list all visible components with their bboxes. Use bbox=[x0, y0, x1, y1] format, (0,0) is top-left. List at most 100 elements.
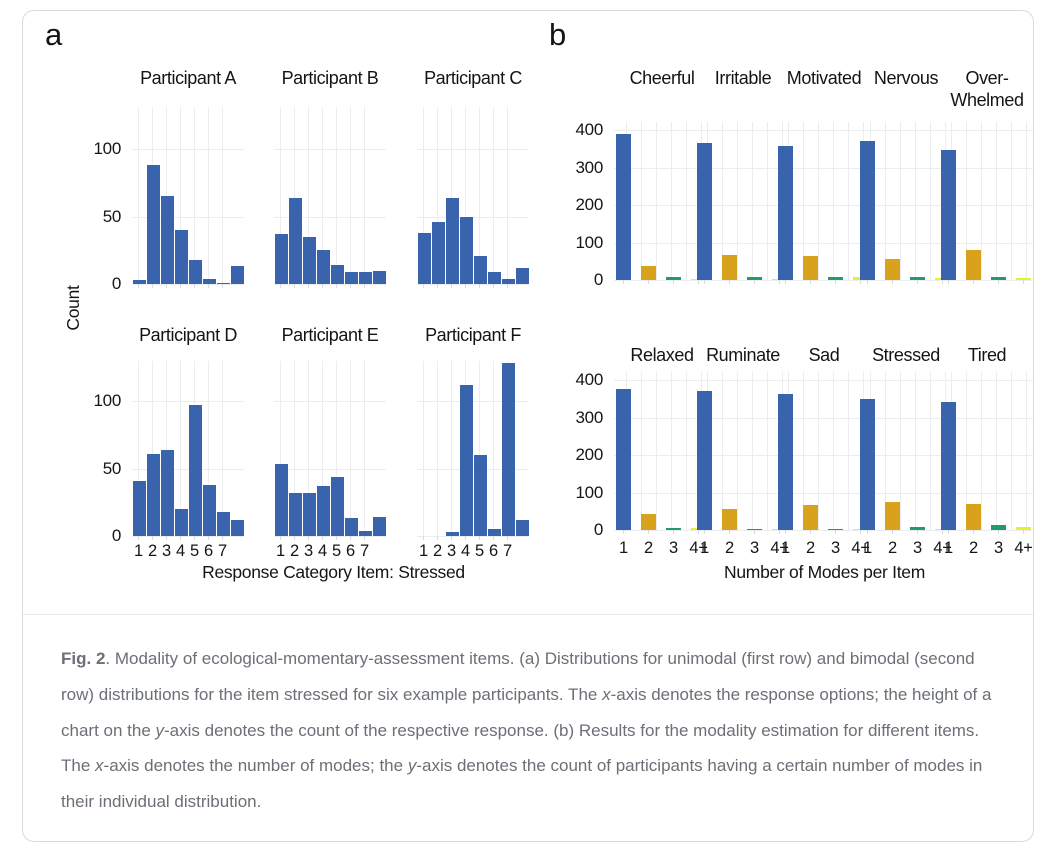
count-bar bbox=[991, 277, 1006, 280]
figure-caption: Fig. 2. Modality of ecological-momentary… bbox=[61, 641, 1005, 820]
gridline-v bbox=[437, 361, 438, 536]
x-tick-label: 7 bbox=[218, 542, 227, 560]
count-bar bbox=[828, 276, 843, 280]
axis-tick bbox=[364, 536, 365, 540]
gridline-v bbox=[966, 372, 967, 530]
axis-tick bbox=[673, 280, 674, 284]
chart-title-relaxed: Relaxed bbox=[592, 344, 732, 366]
x-tick-label: 1 bbox=[863, 539, 872, 557]
gridline-v bbox=[451, 361, 452, 536]
gridline-h bbox=[614, 417, 710, 419]
axis-tick bbox=[698, 530, 699, 534]
count-bar bbox=[910, 277, 925, 280]
count-bar bbox=[941, 149, 956, 280]
gridline-h bbox=[776, 455, 872, 456]
gridline-v bbox=[194, 107, 195, 284]
gridline-v bbox=[364, 107, 365, 284]
histogram-bar bbox=[445, 197, 459, 284]
x-tick-label: 3 bbox=[447, 542, 456, 560]
caption-italic-text: y bbox=[407, 756, 417, 776]
axis-tick bbox=[948, 280, 949, 284]
gridline-h bbox=[695, 205, 791, 206]
gridline-h bbox=[939, 130, 1035, 131]
gridline-h bbox=[776, 530, 872, 531]
gridline-v bbox=[280, 361, 281, 536]
x-tick-label: 7 bbox=[503, 542, 512, 560]
histogram-bar bbox=[288, 197, 302, 284]
gridline-v bbox=[451, 107, 452, 284]
gridline-v bbox=[322, 107, 323, 284]
chart-participant-f bbox=[417, 361, 529, 540]
chart-title-ruminate: Ruminate bbox=[673, 344, 813, 366]
chart-title-line: Sad bbox=[808, 345, 840, 365]
gridline-h bbox=[695, 280, 791, 281]
x-tick-label: 2 bbox=[725, 539, 734, 557]
x-tick-label: 3 bbox=[913, 539, 922, 557]
x-tick-label: 1 bbox=[944, 539, 953, 557]
axis-tick bbox=[860, 280, 861, 284]
count-bar bbox=[641, 265, 656, 280]
axis-tick bbox=[892, 280, 893, 284]
gridline-v bbox=[641, 122, 642, 280]
axis-tick bbox=[364, 284, 365, 288]
x-tick-label: 1 bbox=[419, 542, 428, 560]
axis-tick bbox=[860, 530, 861, 534]
axis-tick bbox=[308, 536, 309, 540]
figure-area: a b Count Response Category Item: Stress… bbox=[23, 11, 1035, 614]
axis-tick bbox=[835, 280, 836, 284]
axis-tick bbox=[465, 536, 466, 540]
gridline-v bbox=[767, 372, 768, 530]
axis-tick bbox=[423, 536, 424, 540]
gridline-h bbox=[614, 492, 710, 494]
gridline-h bbox=[132, 536, 244, 537]
gridline-h bbox=[776, 167, 872, 169]
x-tick-label: 5 bbox=[332, 542, 341, 560]
histogram-bar bbox=[330, 265, 344, 284]
axis-tick bbox=[1023, 280, 1024, 284]
count-bar bbox=[828, 528, 843, 530]
count-bar bbox=[722, 254, 737, 280]
x-tick-label: 4 bbox=[318, 542, 327, 560]
axis-tick bbox=[138, 536, 139, 540]
y-tick-label: 50 bbox=[102, 458, 122, 478]
gridline-v bbox=[1011, 372, 1012, 530]
gridline-v bbox=[423, 361, 424, 536]
chart-participant-e bbox=[274, 361, 386, 540]
gridline-h bbox=[939, 280, 1035, 281]
axis-tick bbox=[835, 530, 836, 534]
histogram-bar bbox=[445, 531, 459, 536]
x-tick-label: 3 bbox=[994, 539, 1003, 557]
axis-tick bbox=[493, 284, 494, 288]
caption-italic-text: x bbox=[95, 756, 104, 776]
gridline-v bbox=[152, 361, 153, 536]
chart-title-line: Tired bbox=[967, 345, 1007, 365]
axis-tick bbox=[704, 530, 705, 534]
histogram-bar bbox=[146, 165, 160, 284]
gridline-v bbox=[166, 361, 167, 536]
histogram-bar bbox=[372, 270, 386, 284]
axis-tick bbox=[437, 284, 438, 288]
gridline-h bbox=[614, 455, 710, 456]
axis-tick bbox=[493, 536, 494, 540]
gridline-v bbox=[686, 122, 687, 280]
chart-title-participant-e: Participant E bbox=[281, 325, 379, 345]
axis-tick bbox=[729, 280, 730, 284]
gridline-h bbox=[858, 492, 954, 494]
x-tick-label: 3 bbox=[304, 542, 313, 560]
gridline-v bbox=[1011, 122, 1012, 280]
histogram-bar bbox=[202, 484, 216, 536]
gridline-h bbox=[776, 492, 872, 494]
x-tick-label: 2 bbox=[148, 542, 157, 560]
gridline-h bbox=[614, 242, 710, 244]
gridline-v bbox=[1026, 122, 1027, 280]
histogram-bar bbox=[174, 509, 188, 536]
x-tick-label: 2 bbox=[888, 539, 897, 557]
gridline-h bbox=[858, 455, 954, 456]
axis-tick bbox=[166, 284, 167, 288]
gridline-v bbox=[818, 372, 819, 530]
gridline-h bbox=[776, 205, 872, 206]
caption-divider bbox=[23, 614, 1033, 615]
gridline-v bbox=[915, 122, 916, 280]
gridline-h bbox=[417, 536, 529, 537]
histogram-bar bbox=[288, 492, 302, 536]
